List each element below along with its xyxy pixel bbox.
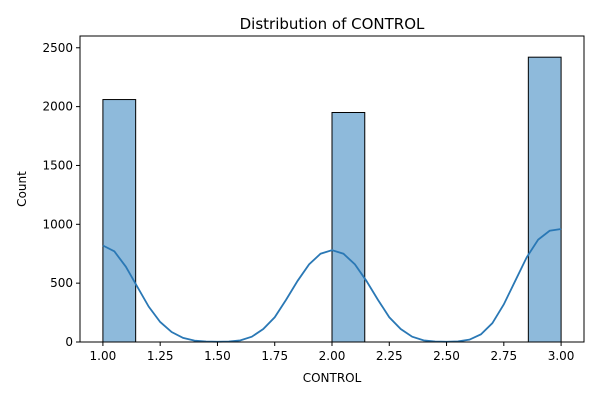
y-tick-label: 1500 — [42, 158, 73, 172]
y-axis-label: Count — [15, 171, 29, 207]
y-tick-label: 2500 — [42, 41, 73, 55]
histogram-bar — [331, 112, 366, 343]
chart-title: Distribution of CONTROL — [240, 15, 425, 33]
x-tick-label: 2.00 — [319, 349, 346, 363]
x-axis-label: CONTROL — [303, 371, 362, 385]
histogram-bar — [102, 99, 137, 343]
histogram-bar — [527, 56, 562, 343]
x-tick-label: 1.00 — [90, 349, 117, 363]
x-tick-label: 1.25 — [147, 349, 174, 363]
bars-layer — [102, 56, 562, 343]
y-tick-label: 500 — [50, 276, 73, 290]
x-tick-label: 3.00 — [548, 349, 575, 363]
y-tick-label: 0 — [65, 335, 73, 349]
x-axis: 1.00 1.25 1.50 1.75 2.00 2.25 2.50 2.75 3.00 — [90, 342, 575, 363]
x-tick-label: 2.75 — [490, 349, 517, 363]
y-axis: 0 500 1000 1500 2000 2500 — [42, 41, 80, 349]
x-tick-label: 1.50 — [204, 349, 231, 363]
x-tick-label: 1.75 — [261, 349, 288, 363]
x-tick-label: 2.25 — [376, 349, 403, 363]
kde-curve — [102, 228, 562, 343]
y-tick-label: 1000 — [42, 217, 73, 231]
y-tick-label: 2000 — [42, 100, 73, 114]
x-tick-label: 2.50 — [433, 349, 460, 363]
